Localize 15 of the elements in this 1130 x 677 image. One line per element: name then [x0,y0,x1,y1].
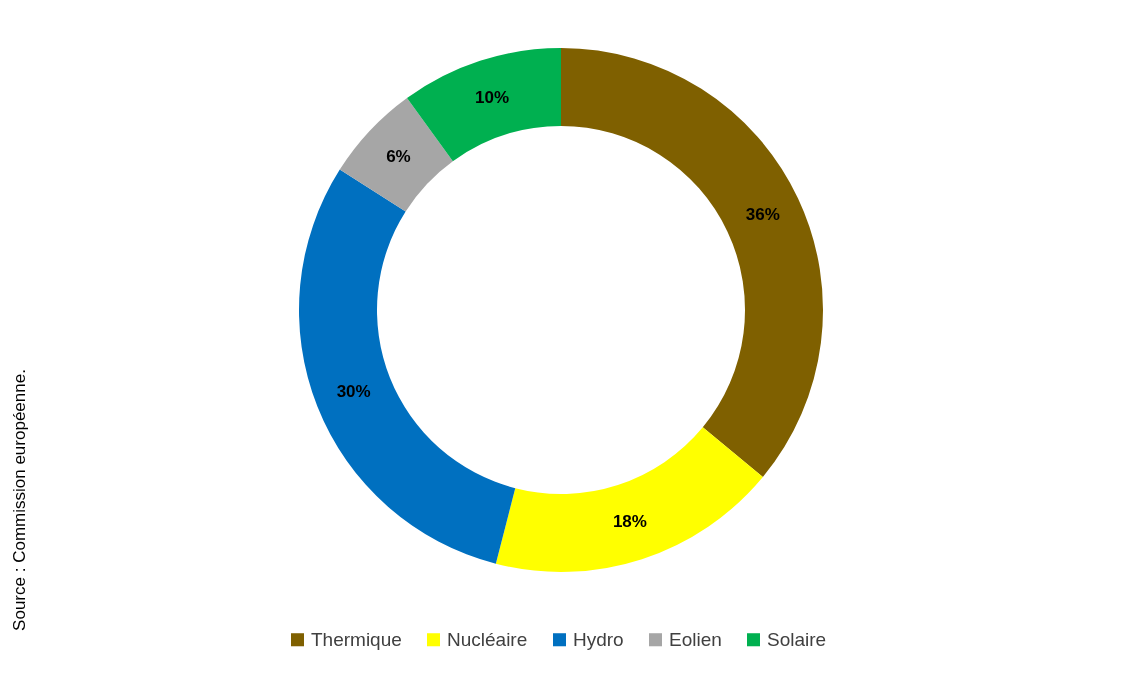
source-note: Source : Commission européenne. [10,369,30,631]
data-label: 30% [336,382,371,402]
legend-label: Nucléaire [447,628,528,650]
donut-slice [561,48,823,478]
donut-slice [495,427,763,572]
legend-label: Solaire [767,628,827,650]
data-label: 10% [475,87,510,107]
legend-label: Hydro [573,628,624,650]
donut-slice [339,98,453,212]
data-label: 6% [386,147,411,167]
donut-slice [299,169,516,564]
legend-label: Eolien [669,628,722,650]
data-label: 18% [612,512,647,532]
legend-label: Thermique [311,628,402,650]
data-label: 36% [745,205,780,225]
